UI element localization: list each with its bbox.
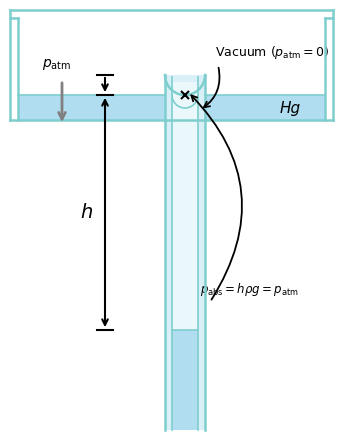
Bar (18, 18, 325, 95)
Bar (18, 95, 325, 120)
Text: $p_{\rm abs} = h\rho g = p_{\rm atm}$: $p_{\rm abs} = h\rho g = p_{\rm atm}$ (200, 281, 299, 299)
Text: Vacuum ($p_{\rm atm} = 0$): Vacuum ($p_{\rm atm} = 0$) (215, 43, 330, 61)
Wedge shape (165, 75, 205, 95)
Text: $p_{\rm atm}$: $p_{\rm atm}$ (42, 57, 72, 72)
Bar (165, 75, 205, 430)
Text: Hg: Hg (280, 101, 300, 116)
Bar (172, 330, 198, 430)
Bar (172, 82, 198, 330)
Wedge shape (172, 95, 198, 108)
Text: $h$: $h$ (81, 203, 94, 222)
